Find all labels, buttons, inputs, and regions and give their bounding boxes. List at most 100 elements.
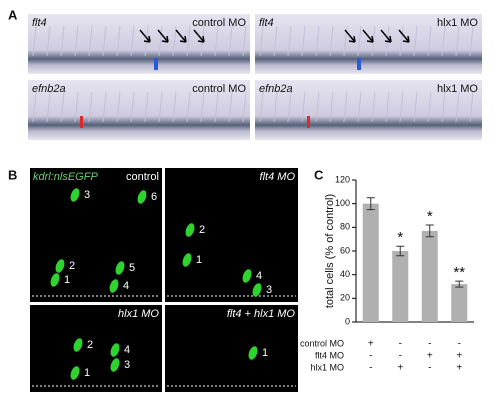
somite-boundary [287,91,292,123]
somite-boundary [385,91,390,123]
somite-boundary [259,91,264,123]
somite-boundary [242,25,247,57]
somite-boundary [200,91,205,123]
condition-mark: - [399,351,402,362]
somite-boundary [315,25,320,57]
condition-mark: - [399,339,402,350]
condition-name: flt4 MO [315,350,344,360]
cell-number: 1 [196,254,202,266]
cell-number: 1 [262,347,268,359]
somite-boundary [455,91,460,123]
ish-image [255,80,482,140]
bar [392,251,409,322]
condition-mark: + [456,351,462,362]
condition-label: hlx1 MO [118,308,159,320]
nucleus [110,358,120,372]
bar [362,203,379,322]
cell-number: 2 [199,224,205,236]
condition-name: hlx1 MO [310,362,344,372]
cell-number: 1 [84,367,90,379]
nucleus [115,261,125,275]
y-tick-label: 40 [340,269,350,279]
somite-boundary [172,91,177,123]
significance: * [427,208,433,225]
gene-label: flt4 [259,17,274,29]
somite-boundary [357,25,362,57]
ish-image [28,80,250,140]
cell-number: 3 [266,284,272,296]
nucleus [242,269,252,283]
vessel-marker [80,116,83,128]
condition-mark: - [428,339,431,350]
somite-boundary [74,25,79,57]
somite-boundary [158,25,163,57]
somite-boundary [186,25,191,57]
somite-boundary [102,91,107,123]
somite-boundary [357,91,362,123]
condition-mark: + [456,363,462,374]
significance: * [397,229,403,246]
somite-boundary [32,25,37,57]
somite-boundary [130,25,135,57]
arrow [139,29,151,43]
somite-boundary [301,91,306,123]
cell-number: 2 [69,260,75,272]
somite-boundary [102,25,107,57]
fluorescence-image [165,168,298,302]
somite-boundary [214,91,219,123]
arrow [380,29,392,43]
somite-boundary [259,25,264,57]
vessel-marker [307,116,310,128]
panel-letter: B [8,167,17,182]
somite-boundary [427,91,432,123]
somite-boundary [74,91,79,123]
condition-label: flt4 + hlx1 MO [227,308,296,320]
reporter-label: kdrl:nlsEGFP [33,171,98,183]
somite-boundary [469,25,474,57]
y-tick-label: 80 [340,222,350,232]
somite-boundary [371,91,376,123]
nucleus [55,259,65,273]
vessel-marker [154,58,158,70]
y-tick-label: 120 [335,174,350,184]
somite-boundary [273,25,278,57]
bar [421,230,438,322]
arrow [157,29,169,43]
nucleus [185,223,195,237]
nucleus [109,279,119,293]
somite-boundary [413,25,418,57]
error-bar [396,245,405,257]
gene-label: efnb2a [259,83,293,95]
panel-letter: C [314,167,324,182]
gene-label: efnb2a [32,83,66,95]
nucleus [248,346,258,360]
nucleus [110,343,120,357]
arrow [344,29,356,43]
somite-boundary [172,25,177,57]
condition-label: control [126,171,159,183]
somite-boundary [413,91,418,123]
cell-number: 6 [151,191,157,203]
somite-boundary [469,91,474,123]
somite-boundary [88,25,93,57]
somite-boundary [130,91,135,123]
somite-boundary [301,25,306,57]
somite-boundary [427,25,432,57]
somite-boundary [228,91,233,123]
condition-label: control MO [192,17,246,29]
somite-boundary [158,91,163,123]
somite-boundary [116,25,121,57]
somite-boundary [399,25,404,57]
nucleus [70,188,80,202]
arrow [362,29,374,43]
y-tick-label: 60 [340,245,350,255]
fluorescence-image [30,305,162,392]
fluorescence-image [30,168,162,302]
somite-boundary [46,91,51,123]
condition-name: control MO [300,338,344,348]
cell-number: 4 [124,344,130,356]
cell-number: 5 [129,262,135,274]
somite-boundary [343,91,348,123]
condition-mark: + [427,351,433,362]
